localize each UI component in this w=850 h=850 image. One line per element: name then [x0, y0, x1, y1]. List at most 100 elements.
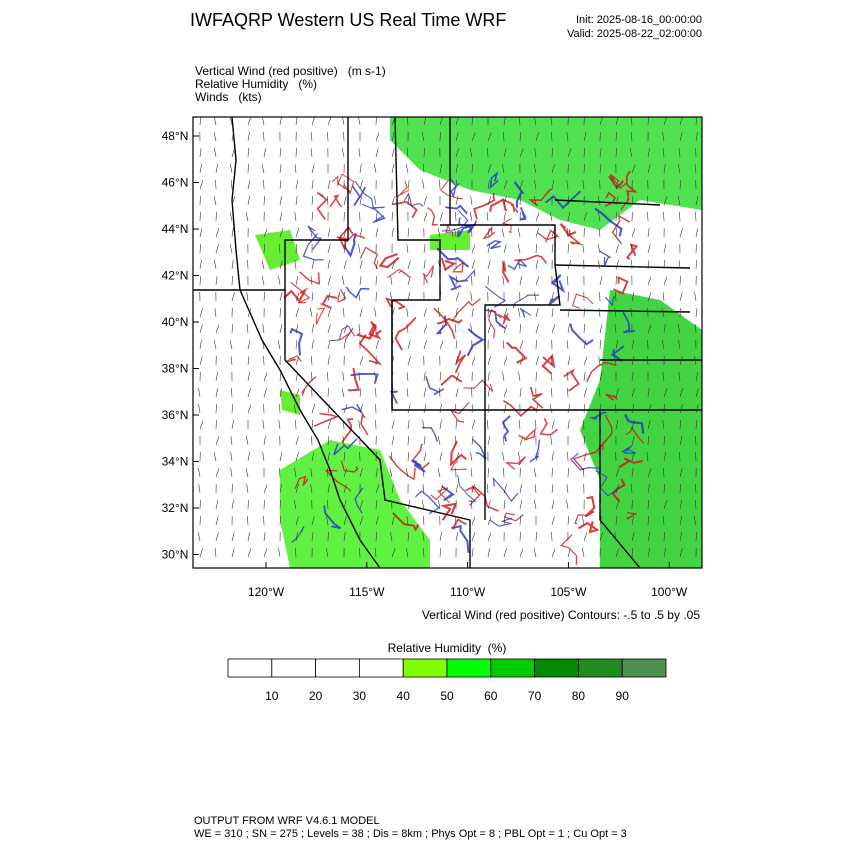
wind-barb: [406, 388, 409, 398]
wind-barb: [359, 276, 362, 286]
wind-barb: [295, 196, 298, 206]
wind-barb: [599, 339, 601, 350]
lon-label: 105°W: [550, 585, 587, 599]
wind-barb: [471, 484, 475, 494]
wind-barb: [407, 531, 410, 542]
vertical-wind-contour: [411, 459, 426, 473]
wind-barb: [567, 356, 571, 366]
wind-barb: [534, 196, 537, 206]
wind-barb: [583, 419, 585, 430]
wind-barb: [247, 548, 252, 558]
wind-barb: [215, 403, 217, 414]
wind-barb: [422, 180, 425, 190]
wind-barb: [662, 420, 665, 430]
wind-barb: [662, 132, 665, 142]
wind-barb: [342, 436, 345, 446]
vertical-wind-contour: [466, 328, 485, 357]
wind-barb: [407, 404, 411, 414]
wind-barb: [535, 324, 539, 334]
wind-barb: [631, 340, 635, 350]
wind-barb: [247, 196, 250, 206]
wind-barb: [279, 196, 282, 206]
wind-barb: [551, 420, 555, 430]
vertical-wind-contour: [289, 327, 304, 356]
wind-barb: [374, 547, 377, 558]
wind-barb: [309, 228, 313, 238]
vertical-wind-contour: [548, 294, 561, 306]
wind-barb: [615, 227, 618, 238]
wind-barb: [503, 148, 507, 158]
wind-barb: [438, 243, 441, 254]
wind-barb: [503, 180, 508, 190]
wind-barb: [341, 388, 345, 398]
wind-barb: [486, 212, 489, 222]
wind-barb: [471, 387, 473, 398]
wind-barb: [279, 324, 283, 334]
wind-barb: [631, 372, 634, 382]
wind-barb: [615, 244, 619, 254]
wind-barb: [663, 324, 666, 334]
wind-barb: [598, 260, 601, 270]
wind-barb: [455, 452, 460, 462]
wind-barb: [535, 260, 538, 270]
wind-barb: [359, 468, 363, 478]
wind-barb: [583, 323, 585, 334]
wind-barb: [695, 308, 698, 318]
vertical-wind-contour: [604, 296, 616, 307]
wind-barb: [358, 244, 361, 254]
wind-barb: [567, 404, 571, 414]
wind-barb: [582, 548, 585, 558]
wind-barb: [454, 323, 457, 334]
wind-barb: [263, 484, 268, 494]
vertical-wind-contour: [422, 265, 435, 284]
wind-barb: [423, 452, 427, 462]
wind-barb: [295, 180, 299, 190]
wind-barb: [679, 179, 682, 190]
wind-barb: [358, 148, 361, 158]
wind-barb: [487, 388, 490, 398]
wind-barb: [679, 292, 683, 302]
wind-barb: [311, 180, 314, 190]
wind-barb: [439, 179, 441, 190]
wind-barb: [502, 340, 505, 350]
wind-barb: [391, 148, 395, 158]
wind-barb: [630, 131, 633, 142]
wind-barb: [661, 340, 665, 350]
wind-barb: [231, 132, 234, 142]
wind-barb: [533, 548, 537, 558]
vertical-wind-contour: [436, 247, 470, 268]
wind-barb: [551, 324, 556, 334]
wind-barb: [631, 292, 635, 302]
wind-barb: [583, 435, 586, 446]
wind-barb: [647, 276, 652, 286]
wind-barb: [679, 548, 683, 558]
lat-label: 36°N: [162, 408, 189, 422]
wind-barb: [679, 500, 682, 510]
wind-barb: [407, 292, 410, 302]
map: [193, 117, 702, 568]
wind-barb: [311, 355, 313, 366]
vertical-wind-contour: [482, 225, 495, 240]
wind-barb: [311, 211, 314, 222]
wind-barb: [262, 117, 265, 126]
wind-barb: [358, 372, 361, 382]
wind-barb: [663, 164, 666, 174]
vertical-wind-contour: [338, 225, 354, 250]
vertical-wind-contour: [503, 512, 524, 522]
wind-barb: [231, 500, 234, 510]
wind-barb: [551, 147, 553, 158]
wind-barb: [662, 292, 665, 302]
wind-barb: [199, 260, 202, 270]
wind-barb: [343, 340, 346, 350]
wind-barb: [647, 244, 651, 254]
wind-barb: [327, 260, 330, 270]
vertical-wind-contour: [354, 180, 375, 210]
wind-barb: [487, 467, 489, 478]
wind-barb: [695, 211, 697, 222]
wind-barb: [631, 436, 635, 446]
wind-barb: [279, 228, 284, 238]
wind-barb: [567, 227, 569, 238]
wind-barb: [694, 356, 697, 366]
vertical-wind-contour: [302, 233, 324, 261]
wind-barb: [503, 388, 508, 398]
